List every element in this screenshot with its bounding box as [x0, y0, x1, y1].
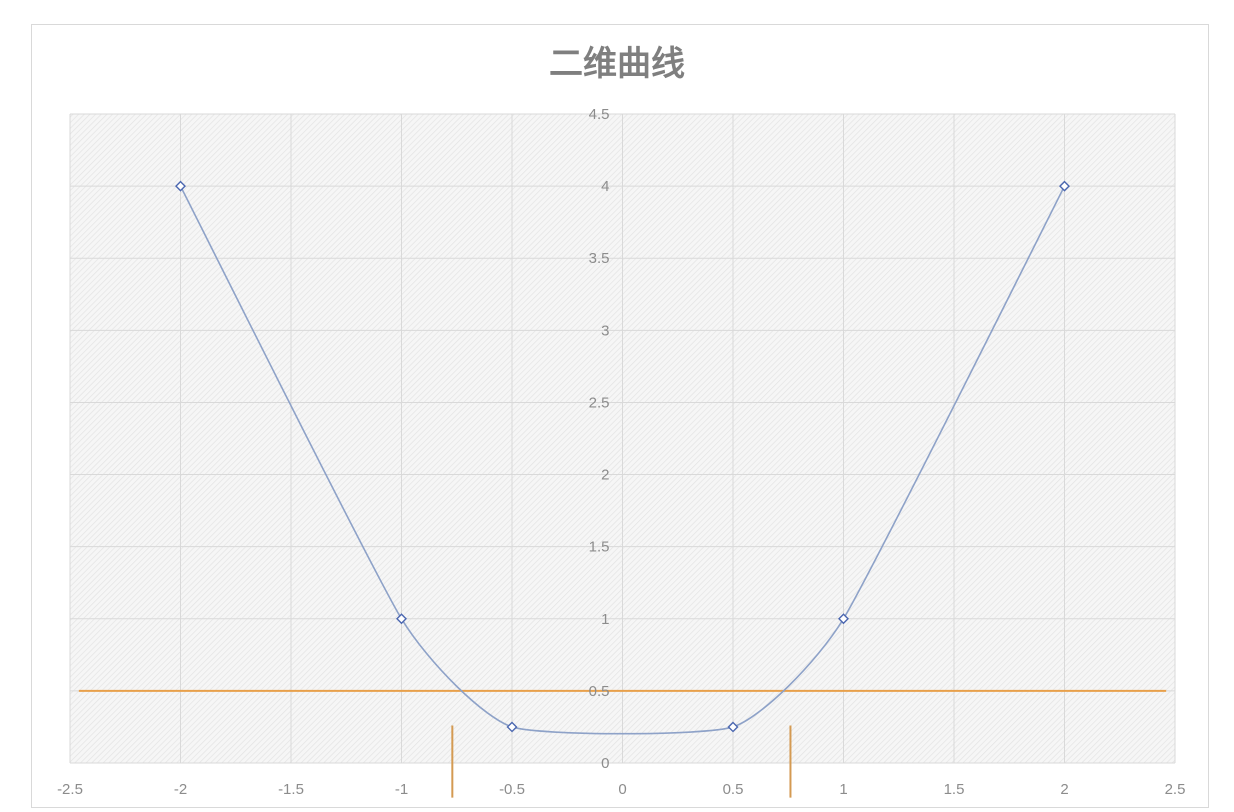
x-tick-label: -1: [395, 781, 408, 798]
series-group: [175, 180, 1070, 735]
y-tick-label: 2.5: [589, 394, 610, 411]
y-tick-label: 0.5: [589, 683, 610, 700]
x-tick-label: 1: [839, 781, 847, 798]
reference-lines: [78, 689, 1167, 798]
x-tick-label: -2.5: [57, 781, 83, 798]
data-point-marker: [175, 180, 186, 192]
data-point-marker: [727, 721, 739, 733]
x-tick-label: 0.5: [723, 781, 744, 798]
y-tick-label: 3: [601, 322, 609, 339]
data-point-marker: [506, 721, 518, 733]
y-tick-label: 1: [601, 611, 609, 628]
chart-title: 二维曲线: [549, 44, 685, 84]
y-tick-label: 3.5: [589, 250, 610, 267]
y-tick-label: 0: [601, 755, 609, 772]
x-tick-label: -1.5: [278, 781, 304, 798]
y-tick-label: 2: [601, 467, 609, 484]
data-point-marker: [396, 613, 407, 625]
y-tick-label: 4.5: [589, 106, 610, 123]
x-tick-label: 0: [618, 781, 626, 798]
x-tick-label: -0.5: [499, 781, 525, 798]
y-tick-labels: 0 0.5 1 1.5 2 2.5 3 3.5 4 4.5: [589, 106, 610, 772]
x-tick-label: 1.5: [944, 781, 965, 798]
series-line: [179, 185, 1066, 735]
y-tick-label: 4: [601, 178, 609, 195]
y-tick-label: 1.5: [589, 539, 610, 556]
data-point-marker: [1059, 180, 1070, 192]
x-tick-label: 2: [1060, 781, 1068, 798]
x-tick-label: 2.5: [1165, 781, 1186, 798]
data-point-marker: [838, 613, 849, 625]
x-tick-label: -2: [174, 781, 187, 798]
x-tick-labels: -2.5 -2 -1.5 -1 -0.5 0 0.5 1 1.5 2 2.5: [57, 781, 1185, 798]
